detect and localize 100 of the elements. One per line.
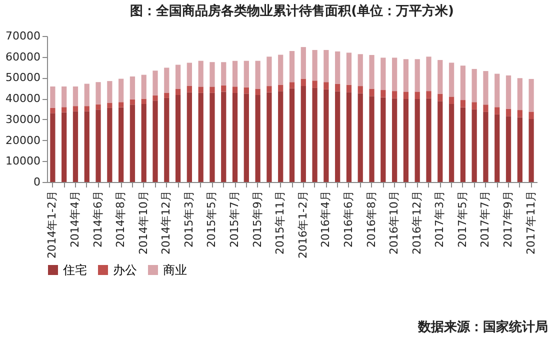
x-tick-label: 2014年4月 xyxy=(68,190,82,248)
bar xyxy=(369,88,374,96)
bar xyxy=(403,59,409,92)
bar xyxy=(472,109,477,182)
x-tick-label: 2017年11月 xyxy=(524,190,538,254)
chart-title: 图：全国商品房各类物业累计待售面积(单位：万平方米) xyxy=(130,3,454,19)
x-tick-label: 2015年3月 xyxy=(182,190,196,248)
bar xyxy=(312,50,318,81)
bar xyxy=(289,51,295,82)
bar xyxy=(483,71,488,105)
bar xyxy=(346,84,352,92)
bar xyxy=(210,92,215,182)
bar xyxy=(403,92,409,99)
bar xyxy=(210,86,215,93)
bar xyxy=(392,98,398,182)
bar xyxy=(62,112,67,182)
bar xyxy=(152,100,158,182)
bar xyxy=(278,54,284,85)
bar xyxy=(186,92,192,182)
y-tick-label: 20000 xyxy=(6,134,40,147)
x-tick-label: 2014年12月 xyxy=(160,190,173,254)
bar xyxy=(517,110,522,118)
bar xyxy=(494,74,500,108)
bar xyxy=(96,110,101,182)
bar xyxy=(392,58,398,92)
bar xyxy=(107,102,112,108)
bar xyxy=(186,62,192,86)
bar xyxy=(414,92,420,99)
bar xyxy=(96,82,101,104)
bar xyxy=(438,94,443,102)
bar xyxy=(266,56,272,86)
x-tick-label: 2017年7月 xyxy=(478,190,492,248)
bar xyxy=(324,82,329,90)
bar xyxy=(426,98,432,182)
bar xyxy=(369,96,374,182)
bar xyxy=(255,88,260,96)
x-tick-label: 2017年5月 xyxy=(456,190,469,248)
bar xyxy=(62,86,67,108)
bar xyxy=(494,114,500,182)
bar xyxy=(448,96,454,104)
legend-label: 商业 xyxy=(163,263,187,277)
bar xyxy=(426,56,432,92)
bar xyxy=(186,86,192,92)
bar xyxy=(141,98,146,104)
bar xyxy=(130,104,136,182)
bar xyxy=(403,98,409,182)
bar xyxy=(244,87,249,94)
bar xyxy=(392,91,398,98)
bar xyxy=(72,111,78,182)
bar xyxy=(335,91,340,182)
x-tick-label: 2014年8月 xyxy=(114,190,128,248)
bar xyxy=(141,74,146,99)
bar xyxy=(414,98,420,182)
bar xyxy=(324,50,329,82)
x-tick-label: 2016年4月 xyxy=(319,190,332,248)
y-tick-label: 60000 xyxy=(6,50,40,64)
bar xyxy=(210,62,215,87)
legend-label: 住宅 xyxy=(62,263,87,277)
bar xyxy=(50,86,56,108)
bar xyxy=(221,92,226,182)
bar xyxy=(460,66,466,100)
bar xyxy=(346,52,352,85)
bar xyxy=(380,58,386,90)
bar xyxy=(517,78,522,110)
bar xyxy=(528,119,534,182)
y-tick-label: 10000 xyxy=(6,154,40,168)
bar xyxy=(483,104,488,112)
bar xyxy=(164,92,170,98)
x-tick-label: 2014年1-2月 xyxy=(46,190,59,258)
bar xyxy=(346,92,352,182)
bar xyxy=(448,104,454,182)
bar xyxy=(266,92,272,182)
x-tick-label: 2016年8月 xyxy=(364,190,378,248)
bar xyxy=(448,62,454,97)
bar xyxy=(278,91,284,182)
legend-label: 办公 xyxy=(113,263,137,277)
x-tick-label: 2017年9月 xyxy=(502,190,515,248)
bar xyxy=(175,64,181,89)
bar xyxy=(255,95,260,182)
bar xyxy=(118,102,124,108)
bar xyxy=(118,78,124,102)
bar xyxy=(335,51,340,84)
bar xyxy=(335,84,340,92)
bar xyxy=(118,107,124,182)
bar xyxy=(312,80,318,88)
bar xyxy=(84,111,90,182)
x-tick-label: 2016年1-2月 xyxy=(296,190,310,258)
bar xyxy=(152,70,158,96)
bar xyxy=(232,86,238,93)
x-tick-label: 2016年12月 xyxy=(410,190,424,254)
bar xyxy=(130,99,136,105)
bar xyxy=(278,84,284,92)
bar xyxy=(221,62,226,86)
bar xyxy=(438,60,443,94)
bar xyxy=(312,88,318,182)
bar xyxy=(528,78,534,112)
bar xyxy=(198,86,204,93)
x-tick-label: 2016年10月 xyxy=(388,190,401,254)
bar xyxy=(358,54,363,86)
bar xyxy=(198,60,204,87)
